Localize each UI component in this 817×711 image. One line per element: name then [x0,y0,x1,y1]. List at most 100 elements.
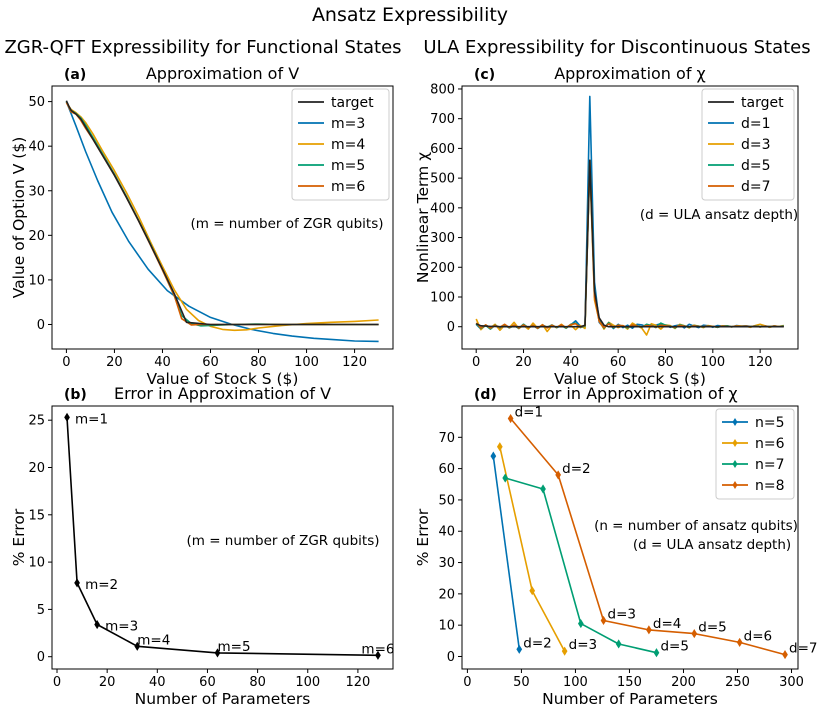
data-point-marker [375,650,381,660]
series-line-error [66,417,379,657]
figure-title: Ansatz Expressibility [312,4,508,26]
right-column-header: ULA Expressibility for Discontinuous Sta… [423,37,810,58]
y-tick-label: 10 [28,273,45,288]
y-tick-label: 5 [37,603,45,618]
data-point-marker [540,484,546,494]
panel-label: (c) [474,67,495,83]
legend-label: n=5 [755,415,785,431]
data-point-marker [134,641,141,651]
panel-title: Error in Approximation of V [114,384,331,403]
x-tick-label: 20 [106,355,123,370]
legend-label: target [331,95,374,111]
legend-box [701,88,795,201]
panel-a: 0 20 40 60 80 100 120 0 10 20 30 40 50 Approximation … [10,64,394,388]
y-tick-label: 300 [430,231,455,246]
legend-label: d=1 [741,116,771,132]
y-tick-label: 30 [28,184,45,199]
panel-c: 0 20 40 60 80 100 120 0 100 200 300 400 500 600 700 800… [414,64,799,388]
y-tick-label: 10 [438,619,455,634]
panel-b: 0 20 40 60 80 100 120 0 5 10 15 20 25 Error in Approx… [10,384,394,708]
y-tick-label: 400 [430,201,455,216]
y-tick-label: 600 [430,142,455,157]
y-tick-label: 15 [28,508,45,523]
series-line-m=3 [65,101,379,343]
x-tick-label: 0 [62,355,70,370]
x-tick-label: 250 [725,675,750,690]
legend-box [715,408,795,500]
y-axis-label: Value of Option V ($) [10,137,28,299]
plot-frame [51,85,394,350]
x-tick-label: 80 [657,355,674,370]
point-label: m=2 [85,577,118,593]
point-label: m=4 [137,632,170,648]
data-point-marker [516,644,523,654]
x-tick-label: 40 [149,675,166,690]
y-axis-label: Nonlinear Term χ [414,152,432,283]
x-tick-label: 100 [563,675,588,690]
legend-label: m=6 [331,179,365,195]
x-tick-label: 120 [345,675,370,690]
legend-label: d=3 [741,137,771,153]
point-label: d=3 [608,606,636,622]
series-line-target [475,159,784,328]
data-point-marker [600,615,607,626]
data-point-marker [615,639,622,649]
x-tick-label: 80 [249,675,266,690]
x-tick-label: 40 [563,355,580,370]
data-point-marker [691,629,698,639]
data-point-marker [94,619,100,630]
panel-title: Error in Approximation of χ [522,384,737,403]
legend-label: m=3 [331,116,365,132]
data-point-marker [577,619,584,629]
y-tick-label: 200 [430,261,455,276]
point-label: m=3 [105,619,138,635]
point-label: d=3 [569,637,597,653]
point-label: d=1 [515,405,543,421]
y-tick-label: 0 [37,650,45,665]
y-tick-label: 60 [438,462,455,477]
data-point-marker [555,470,562,480]
data-point-marker [490,451,497,461]
annotation-text: (m = number of ZGR qubits) [186,533,379,549]
x-tick-label: 120 [342,355,367,370]
y-tick-label: 25 [28,414,45,429]
y-tick-label: 0 [447,320,455,335]
series-line-n=5 [492,455,521,650]
y-tick-label: 40 [438,525,455,540]
x-tick-label: 0 [53,675,61,690]
annotation-text: (m = number of ZGR qubits) [190,216,383,232]
data-point-marker [736,637,743,647]
legend-box [291,88,390,201]
legend-label: n=7 [755,457,785,473]
x-tick-label: 0 [463,675,471,690]
y-tick-label: 20 [28,229,45,244]
x-tick-label: 20 [99,675,116,690]
point-label: d=5 [660,639,688,655]
x-tick-label: 60 [199,675,216,690]
y-tick-label: 700 [430,112,455,127]
x-tick-label: 100 [700,355,725,370]
y-tick-label: 40 [28,140,45,155]
plot-frame [51,405,394,670]
legend-label: d=7 [741,179,771,195]
y-tick-label: 0 [447,650,455,665]
y-tick-label: 0 [37,318,45,333]
y-tick-label: 500 [430,172,455,187]
data-point-marker [74,578,80,588]
panel-label: (d) [474,387,497,403]
y-axis-label: % Error [414,508,432,566]
panel-label: (a) [64,67,86,83]
data-point-marker [502,473,509,483]
data-point-marker [496,442,503,452]
x-tick-label: 100 [294,355,319,370]
point-label: m=5 [217,639,250,655]
legend-label: n=6 [755,436,785,452]
x-tick-label: 50 [513,675,530,690]
legend-label: target [741,95,784,111]
y-tick-label: 20 [438,587,455,602]
x-tick-label: 200 [671,675,696,690]
panel-d: 0 50 100 150 200 250 300 0 10 20 30 40 50 60 70 Error i… [414,384,817,708]
plot-frame [461,405,799,670]
